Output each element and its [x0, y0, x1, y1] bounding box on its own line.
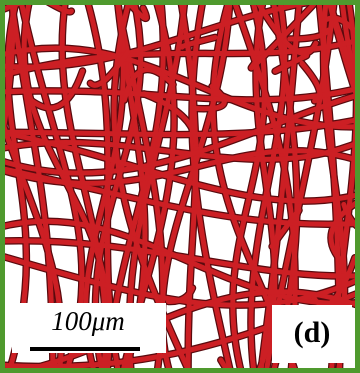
fiber — [339, 0, 360, 116]
fiber — [87, 49, 131, 88]
fiber — [0, 85, 360, 103]
fiber — [121, 67, 176, 103]
fiber — [0, 238, 360, 279]
fiber — [190, 83, 227, 112]
fiber — [287, 27, 331, 42]
fiber — [122, 0, 149, 21]
fiber — [39, 0, 74, 15]
panel-label: (d) — [294, 316, 331, 349]
fiber — [341, 201, 360, 232]
fiber — [25, 68, 85, 111]
fiber — [326, 0, 360, 115]
fiber — [0, 37, 360, 79]
fiber — [0, 129, 360, 204]
fiber — [326, 0, 360, 104]
scale-bar-label: 100μm — [51, 306, 125, 336]
fiber — [178, 0, 199, 373]
fiber — [0, 91, 360, 176]
panel-label-box — [272, 305, 352, 363]
fiber — [0, 45, 360, 130]
fiber — [309, 255, 358, 308]
fiber — [253, 0, 319, 56]
fiber — [165, 285, 196, 304]
scale-bar-box — [12, 303, 166, 353]
fiber — [272, 53, 310, 74]
fiber — [0, 253, 360, 308]
fiber — [248, 1, 317, 71]
fiber — [299, 60, 323, 104]
fiber — [179, 34, 218, 50]
fiber — [0, 148, 360, 186]
fiber — [141, 91, 199, 147]
fiber — [218, 357, 249, 373]
fiber — [328, 200, 359, 264]
fiber — [269, 207, 302, 249]
fiber — [0, 116, 360, 138]
